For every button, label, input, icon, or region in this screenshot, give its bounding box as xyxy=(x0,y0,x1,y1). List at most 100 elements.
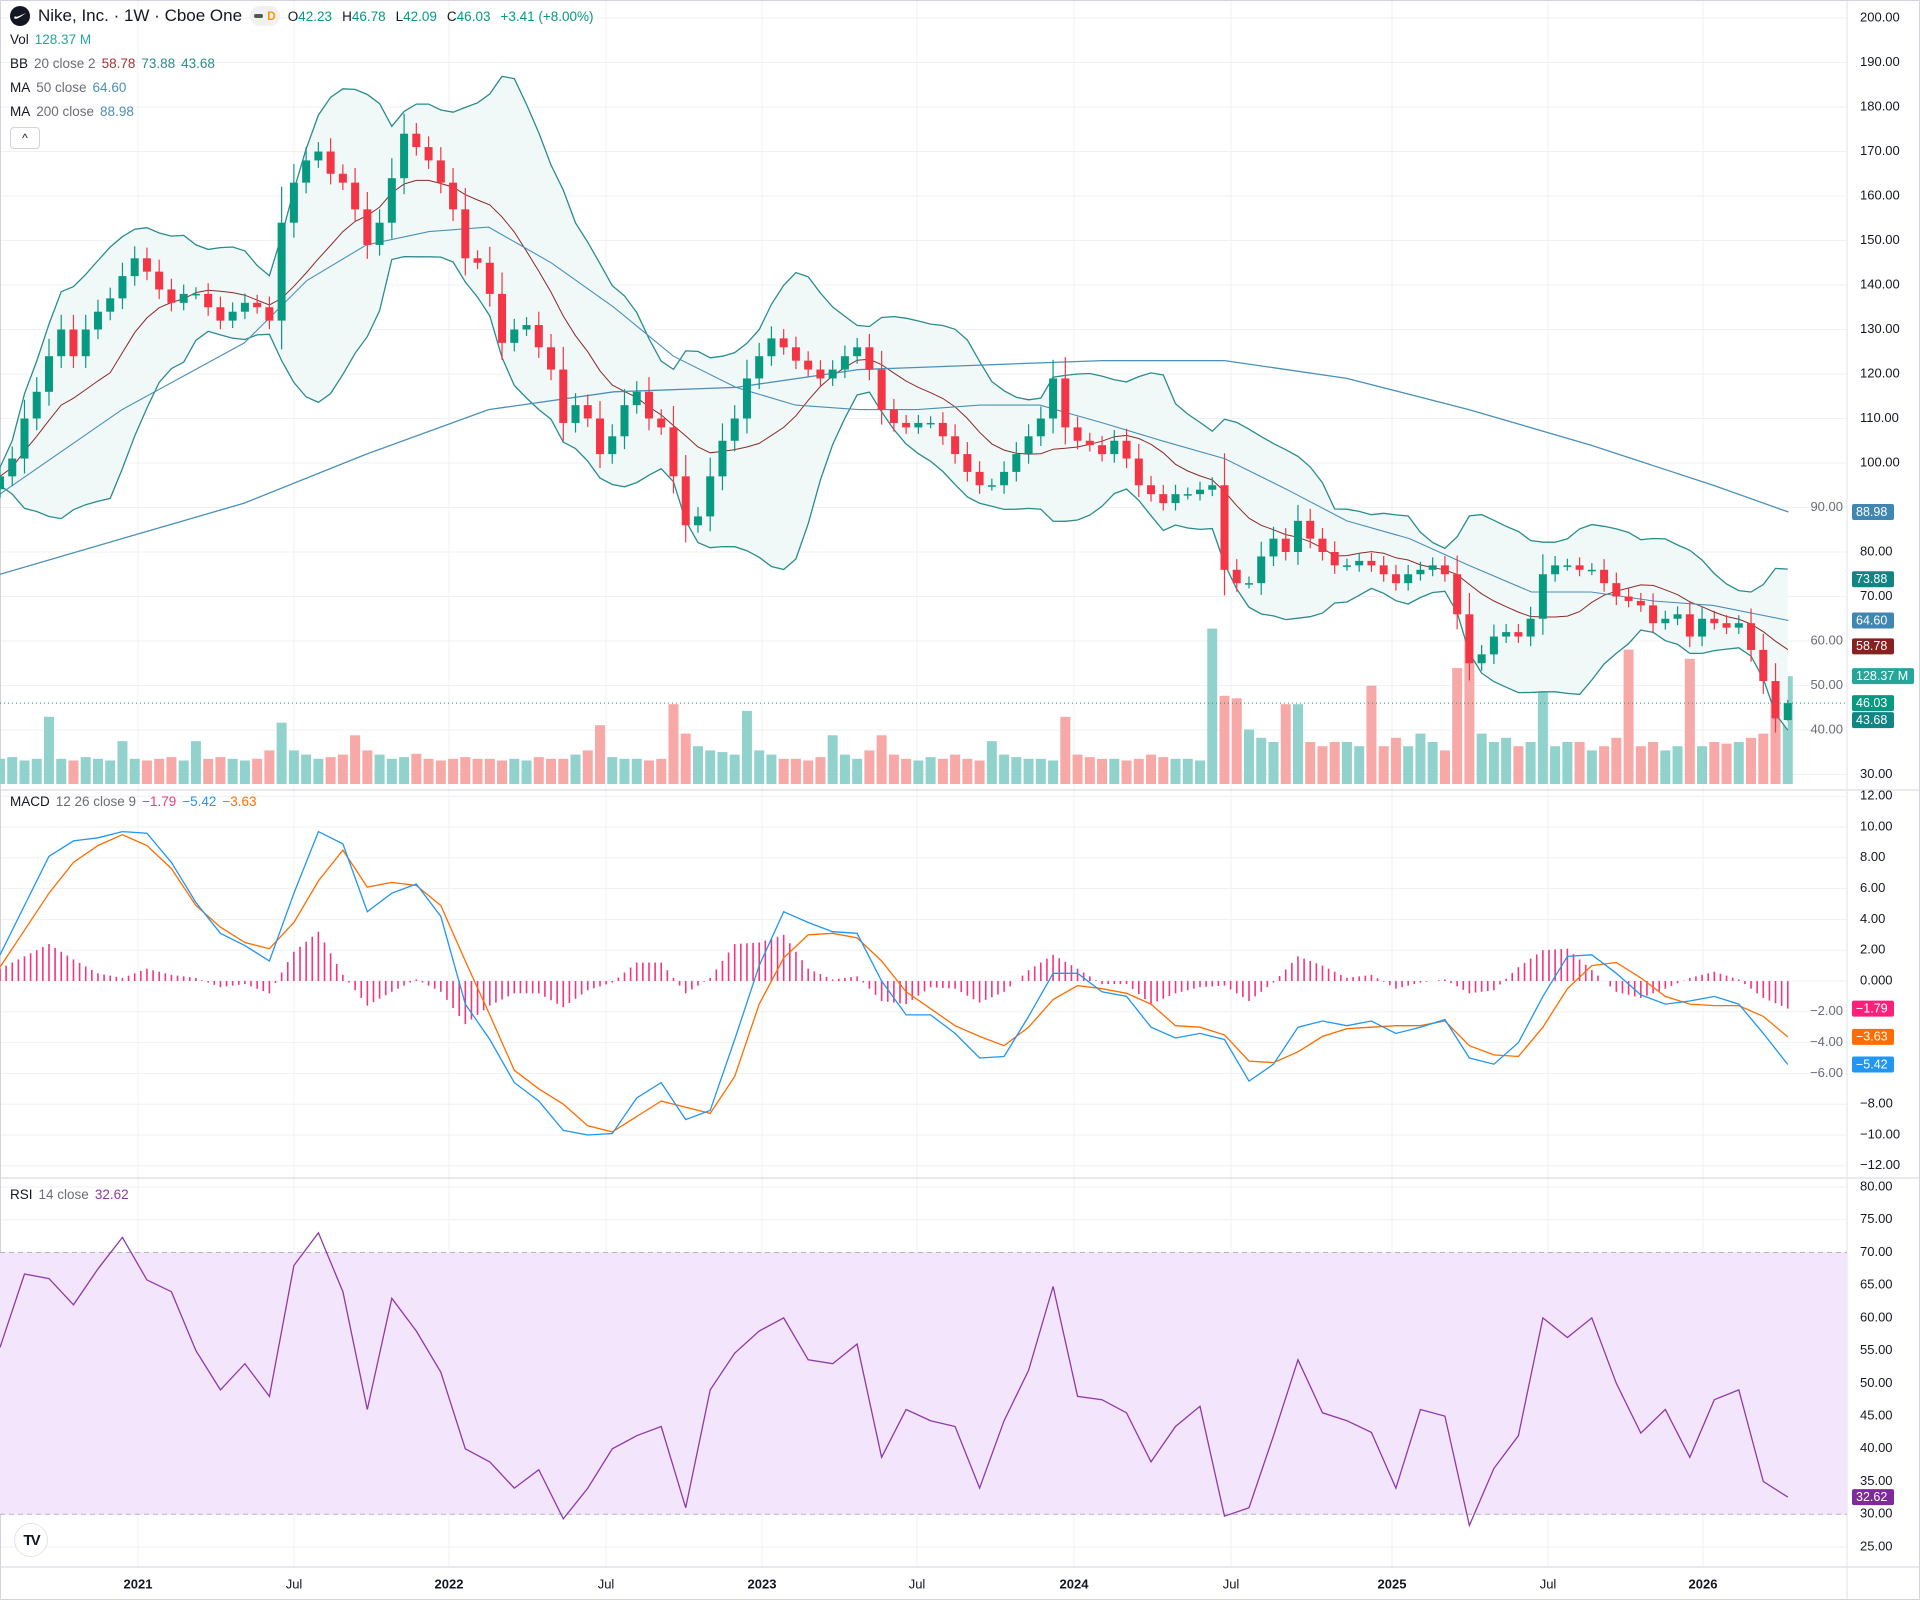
candle-body xyxy=(44,356,53,392)
macd-histogram-bar xyxy=(427,981,430,986)
macd-histogram-bar xyxy=(1664,981,1667,989)
price-axis-label: 200.00 xyxy=(1860,9,1900,24)
legend-ma50[interactable]: MA 50 close 64.60 xyxy=(10,80,126,95)
macd-histogram-bar xyxy=(1725,975,1728,981)
rsi-badge: 32.62 xyxy=(1852,1489,1894,1506)
macd-histogram-bar xyxy=(1223,981,1226,986)
macd-histogram-bar xyxy=(329,953,332,981)
legend-rsi[interactable]: RSI 14 close 32.62 xyxy=(10,1187,129,1202)
candle-body xyxy=(877,369,886,410)
macd-histogram-bar xyxy=(262,981,265,992)
candle xyxy=(32,377,41,431)
candle xyxy=(620,389,629,450)
candle-body xyxy=(412,133,421,148)
volume-bar xyxy=(1525,742,1536,784)
close-value: 46.03 xyxy=(456,8,491,24)
candle xyxy=(742,359,751,434)
legend-ma50-name: MA xyxy=(10,80,31,95)
macd-histogram-bar xyxy=(1229,981,1232,990)
candle xyxy=(1330,541,1339,574)
candle-body xyxy=(1355,560,1364,566)
candle-body xyxy=(326,151,335,174)
volume-bar xyxy=(1341,742,1352,784)
macd-histogram-bar xyxy=(629,967,632,981)
volume-bar xyxy=(839,754,850,784)
volume-bar xyxy=(766,754,777,784)
candle xyxy=(889,398,898,432)
candle xyxy=(767,326,776,366)
legend-bb[interactable]: BB 20 close 2 58.78 73.88 43.68 xyxy=(10,56,215,71)
ma200-badge: 88.98 xyxy=(1852,504,1894,521)
volume-bar xyxy=(1011,757,1022,784)
macd-histogram-bar xyxy=(446,981,448,1000)
macd-histogram-bar xyxy=(207,981,209,983)
macd-histogram-bar xyxy=(1744,981,1746,985)
volume-bar xyxy=(656,758,667,784)
volume-bar xyxy=(692,746,703,784)
macd-histogram-bar xyxy=(770,938,773,981)
symbol-title[interactable]: Nike, Inc. · 1W · Cboe One xyxy=(38,6,243,25)
macd-histogram-bar xyxy=(250,981,252,987)
candle xyxy=(93,299,102,340)
macd-axis-label: 2.00 xyxy=(1860,942,1885,957)
candle xyxy=(534,311,543,358)
tradingview-logo-icon[interactable]: TV xyxy=(14,1523,48,1557)
candle-body xyxy=(730,418,739,441)
legend-macd[interactable]: MACD 12 26 close 9 −1.79 −5.42 −3.63 xyxy=(10,794,257,809)
macd-histogram-bar xyxy=(1597,975,1599,981)
volume-bar xyxy=(1097,758,1108,784)
candle-body xyxy=(1257,556,1266,584)
candle-body xyxy=(926,422,935,425)
macd-histogram-bar xyxy=(1303,958,1305,981)
macd-histogram-bar xyxy=(617,977,620,981)
macd-hist-badge-text: −1.79 xyxy=(1856,1001,1888,1015)
candle xyxy=(338,164,347,191)
rsi-axis-label: 35.00 xyxy=(1860,1473,1893,1488)
volume-bar xyxy=(337,754,348,784)
market-status-pill[interactable]: D xyxy=(250,6,280,26)
macd-histogram-bar xyxy=(1089,976,1091,981)
volume-bar xyxy=(1317,746,1328,784)
macd-histogram-bar xyxy=(666,970,669,981)
macd-histogram-bar xyxy=(323,942,326,981)
volume-bar xyxy=(1182,758,1193,784)
candle xyxy=(240,293,249,320)
volume-bar xyxy=(852,758,863,784)
time-axis-label: 2022 xyxy=(435,1576,464,1591)
candle xyxy=(963,442,972,482)
macd-histogram-bar xyxy=(831,979,834,981)
macd-value-badge: −5.42 xyxy=(1852,1056,1894,1073)
price-axis-label: 130.00 xyxy=(1860,321,1900,336)
macd-histogram-bar xyxy=(1640,981,1642,998)
collapse-legend-button[interactable]: ^ xyxy=(10,127,40,149)
candle xyxy=(510,318,519,352)
macd-histogram-bar xyxy=(452,981,454,1008)
macd-histogram-bar xyxy=(1401,981,1403,988)
price-axis-label: 100.00 xyxy=(1860,454,1900,469)
legend-volume[interactable]: Vol 128.37 M xyxy=(10,32,91,47)
volume-bar xyxy=(607,757,618,784)
legend-ma200[interactable]: MA 200 close 88.98 xyxy=(10,104,134,119)
candle-body xyxy=(853,347,862,357)
macd-hist-badge-bg xyxy=(1852,1000,1894,1017)
candle-body xyxy=(1049,378,1058,419)
volume-bar xyxy=(509,758,520,784)
macd-histogram-bar xyxy=(433,981,436,989)
macd-histogram-bar xyxy=(837,978,840,981)
volume-bar xyxy=(950,754,961,784)
macd-histogram-bar xyxy=(1352,977,1354,981)
candle-body xyxy=(596,418,605,455)
candle xyxy=(253,294,262,314)
candle-body xyxy=(914,422,923,428)
volume-bar xyxy=(705,750,716,784)
candle-body xyxy=(840,356,849,370)
volume-bar xyxy=(1586,750,1597,784)
macd-histogram-bar xyxy=(1254,981,1256,997)
volume-bar xyxy=(239,760,250,784)
candle-body xyxy=(240,302,249,312)
candle-body xyxy=(1024,436,1033,455)
candle-body xyxy=(718,440,727,477)
candle xyxy=(1428,557,1437,577)
macd-signal-badge-bg xyxy=(1852,1028,1894,1045)
